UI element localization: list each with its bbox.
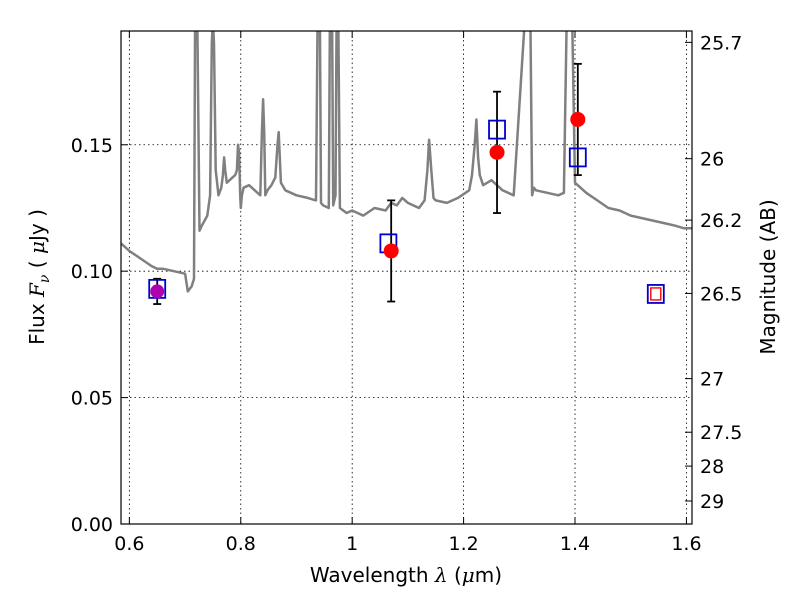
grid-lines: [121, 31, 692, 524]
y2-tick-label: 27.5: [700, 422, 742, 444]
spectrum-line: [121, 31, 692, 293]
photometry-point: [383, 243, 399, 259]
axis-ticks: [121, 31, 692, 525]
y2-tick-label: 25.7: [700, 32, 742, 54]
x-tick-label: 0.6: [114, 533, 144, 555]
photometry-point: [570, 111, 586, 127]
x-tick-label: 1.4: [560, 533, 590, 555]
plot-frame: [120, 30, 693, 525]
photometry-point: [150, 284, 165, 299]
tick-labels: 0.8 1 1.2 1.4 1.6 0.60.00 0.05 0.10 0.15 25.7 26 26…: [71, 32, 743, 555]
upper-limit-marker: [650, 287, 662, 301]
y2-tick-label: 27: [700, 369, 724, 391]
y-axis-title: Flux Fν ( μJy ): [25, 209, 53, 345]
x-tick-label: 1: [346, 533, 358, 555]
photometry-point: [489, 144, 505, 160]
plot-area: [121, 31, 692, 305]
x-tick-label: 0.8: [226, 533, 256, 555]
y2-tick-label: 28: [700, 456, 724, 478]
x-tick-label: 1.2: [448, 533, 478, 555]
y-tick-label: 0.10: [71, 261, 113, 283]
y2-tick-label: 26.5: [700, 283, 742, 305]
y-tick-label: 0.00: [71, 514, 113, 536]
y2-tick-label: 26: [700, 149, 724, 171]
model-square-point: [646, 284, 665, 304]
y-tick-label: 0.15: [71, 135, 113, 157]
y2-axis-title: Magnitude (AB): [756, 199, 780, 354]
y2-tick-label: 29: [700, 491, 724, 513]
model-square-point: [568, 147, 587, 168]
x-tick-label: 1.6: [671, 533, 701, 555]
y2-tick-label: 26.2: [700, 210, 742, 232]
y-tick-label: 0.05: [71, 388, 113, 410]
model-square-point: [488, 119, 506, 140]
x-axis-title: Wavelength λ (μm): [310, 563, 502, 587]
